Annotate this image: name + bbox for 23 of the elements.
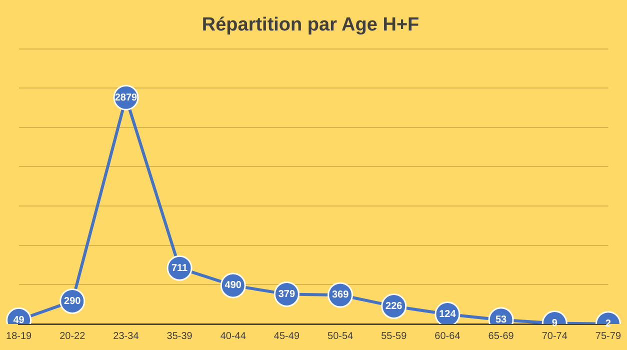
x-tick-label: 18-19: [6, 330, 32, 342]
x-tick-label: 20-22: [60, 330, 86, 342]
data-label: 2879: [114, 92, 138, 104]
x-tick-label: 75-79: [595, 330, 622, 342]
x-tick-label: 40-44: [220, 330, 246, 342]
x-tick-label: 50-54: [328, 330, 354, 342]
x-tick-label: 60-64: [434, 330, 461, 342]
data-label: 490: [224, 280, 242, 292]
x-tick-label: 65-69: [488, 330, 514, 342]
data-label: 124: [439, 309, 456, 320]
data-label: 290: [64, 296, 82, 307]
data-label: 711: [171, 262, 188, 274]
x-tick-label: 70-74: [542, 330, 568, 342]
x-tick-label: 55-59: [381, 330, 408, 342]
x-tick-label: 45-49: [274, 330, 300, 342]
x-tick-label: 35-39: [166, 330, 193, 342]
chart-title: Répartition par Age H+F: [202, 14, 420, 36]
data-label: 369: [332, 290, 350, 301]
data-label: 49: [13, 314, 25, 326]
x-tick-label: 23-34: [113, 330, 140, 342]
data-label: 53: [495, 314, 508, 326]
data-label: 379: [278, 288, 296, 300]
data-label: 226: [386, 300, 403, 312]
